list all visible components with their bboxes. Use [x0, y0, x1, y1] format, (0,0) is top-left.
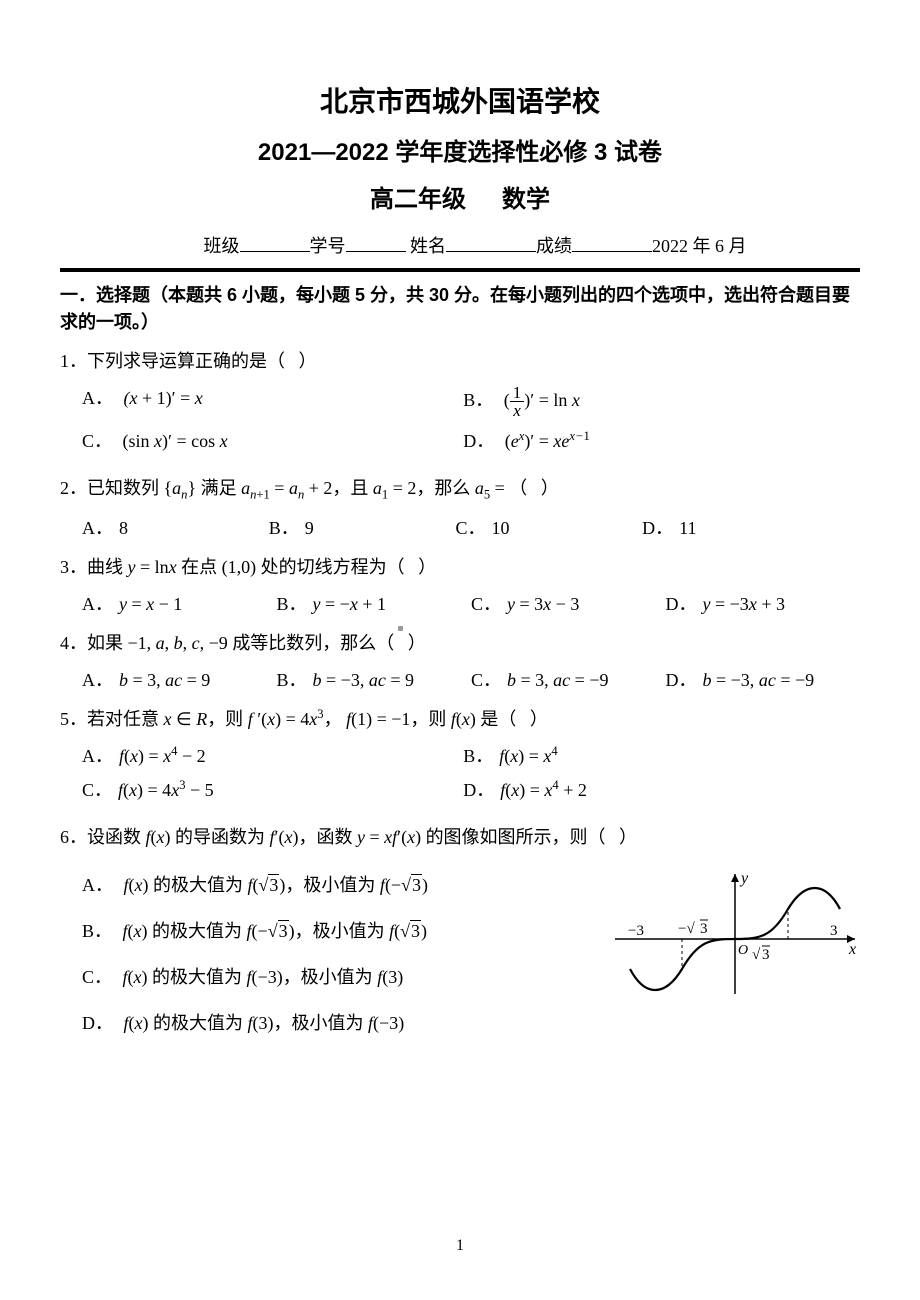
question-6: 6．设函数 f(x) 的导函数为 f′(x)，函数 y = xf′(x) 的图像… — [60, 820, 860, 854]
q5-options: A．f(x) = x4 − 2 B．f(x) = x4 C．f(x) = 4x3… — [60, 742, 860, 810]
svg-text:x: x — [848, 941, 856, 958]
label-name: 姓名 — [410, 232, 446, 258]
q3-options: A．y = x − 1 B．y = −x + 1 C．y = 3x − 3 D．… — [60, 590, 860, 616]
q1-stem-suffix: ） — [299, 351, 317, 371]
q6-opt-b: B． f(x) 的极大值为 f(−3)，极小值为 f(3) — [82, 917, 610, 943]
svg-text:3: 3 — [700, 921, 708, 937]
q4-opt-a: A．b = 3, ac = 9 — [82, 666, 277, 692]
q3-opt-d: D．y = −3x + 3 — [666, 590, 861, 616]
exam-title: 2021—2022 学年度选择性必修 3 试卷 — [60, 132, 860, 167]
q1-opt-c: C． (sin x)′ = cos x — [82, 427, 463, 453]
curve-graph: x y O −3 3 −√ 3 √ 3 — [610, 869, 860, 999]
question-4: 4．如果 −1, a, b, c, −9 成等比数列，那么（ ） — [60, 626, 860, 660]
svg-text:−3: −3 — [628, 923, 644, 939]
q1-stem-prefix: 1．下列求导运算正确的是（ — [60, 351, 285, 371]
q6-opt-a: A． f(x) 的极大值为 f(3)，极小值为 f(−3) — [82, 871, 610, 897]
q2-opt-d: D．11 — [642, 514, 829, 540]
label-date: 2022 年 6 月 — [652, 232, 747, 258]
info-line: 班级 学号 姓名 成绩 2022 年 6 月 — [60, 232, 860, 258]
q2-options: A．8 B．9 C．10 D．11 — [60, 514, 860, 540]
school-title: 北京市西城外国语学校 — [60, 80, 860, 120]
page-number: 1 — [0, 1237, 920, 1255]
svg-text:−√: −√ — [678, 921, 695, 937]
svg-text:y: y — [739, 870, 749, 887]
label-score: 成绩 — [536, 232, 572, 258]
grade: 高二年级 — [370, 186, 466, 213]
q5-opt-b: B．f(x) = x4 — [463, 742, 844, 768]
svg-text:3: 3 — [830, 923, 838, 939]
q4-opt-b: B．b = −3, ac = 9 — [277, 666, 472, 692]
svg-text:√: √ — [752, 947, 761, 963]
question-1: 1．下列求导运算正确的是（ ） — [60, 344, 860, 378]
q1-opt-d: D． (ex)′ = xex−1 — [463, 427, 844, 453]
divider — [60, 268, 860, 272]
q6-opt-c: C． f(x) 的极大值为 f(−3)，极小值为 f(3) — [82, 963, 610, 989]
q5-opt-d: D．f(x) = x4 + 2 — [463, 776, 844, 802]
q2-opt-a: A．8 — [82, 514, 269, 540]
q5-opt-c: C．f(x) = 4x3 − 5 — [82, 776, 463, 802]
q6-graph: x y O −3 3 −√ 3 √ 3 — [610, 859, 860, 1004]
watermark-dot — [398, 626, 403, 631]
label-class: 班级 — [204, 232, 240, 258]
label-id: 学号 — [310, 232, 346, 258]
svg-text:3: 3 — [762, 947, 770, 963]
grade-subject: 高二年级 数学 — [60, 179, 860, 214]
subject: 数学 — [502, 186, 550, 213]
q2-opt-c: C．10 — [455, 514, 642, 540]
svg-text:O: O — [738, 943, 748, 958]
q5-opt-a: A．f(x) = x4 − 2 — [82, 742, 463, 768]
q1-opt-b: B． (1x)′ = ln x — [463, 384, 844, 419]
question-5: 5．若对任意 x ∈ R，则 f ′(x) = 4x3， f(1) = −1，则… — [60, 702, 860, 736]
q4-options: A．b = 3, ac = 9 B．b = −3, ac = 9 C．b = 3… — [60, 666, 860, 692]
q3-opt-a: A．y = x − 1 — [82, 590, 277, 616]
q2-opt-b: B．9 — [269, 514, 456, 540]
q3-opt-b: B．y = −x + 1 — [277, 590, 472, 616]
q1-options: A． (x + 1)′ = x B． (1x)′ = ln x C． (sin … — [60, 384, 860, 461]
section-1-heading: 一．选择题（本题共 6 小题，每小题 5 分，共 30 分。在每小题列出的四个选… — [60, 282, 860, 336]
q3-opt-c: C．y = 3x − 3 — [471, 590, 666, 616]
q1-opt-a: A． (x + 1)′ = x — [82, 384, 463, 419]
question-3: 3．曲线 y = lnx 在点 (1,0) 处的切线方程为（ ） — [60, 550, 860, 584]
question-2: 2．已知数列 {an} 满足 an+1 = an + 2，且 a1 = 2，那么… — [60, 471, 860, 508]
q4-opt-d: D．b = −3, ac = −9 — [666, 666, 861, 692]
q4-opt-c: C．b = 3, ac = −9 — [471, 666, 666, 692]
q6-opt-d: D． f(x) 的极大值为 f(3)，极小值为 f(−3) — [82, 1009, 610, 1035]
q6-options: A． f(x) 的极大值为 f(3)，极小值为 f(−3) B． f(x) 的极… — [60, 859, 610, 1055]
